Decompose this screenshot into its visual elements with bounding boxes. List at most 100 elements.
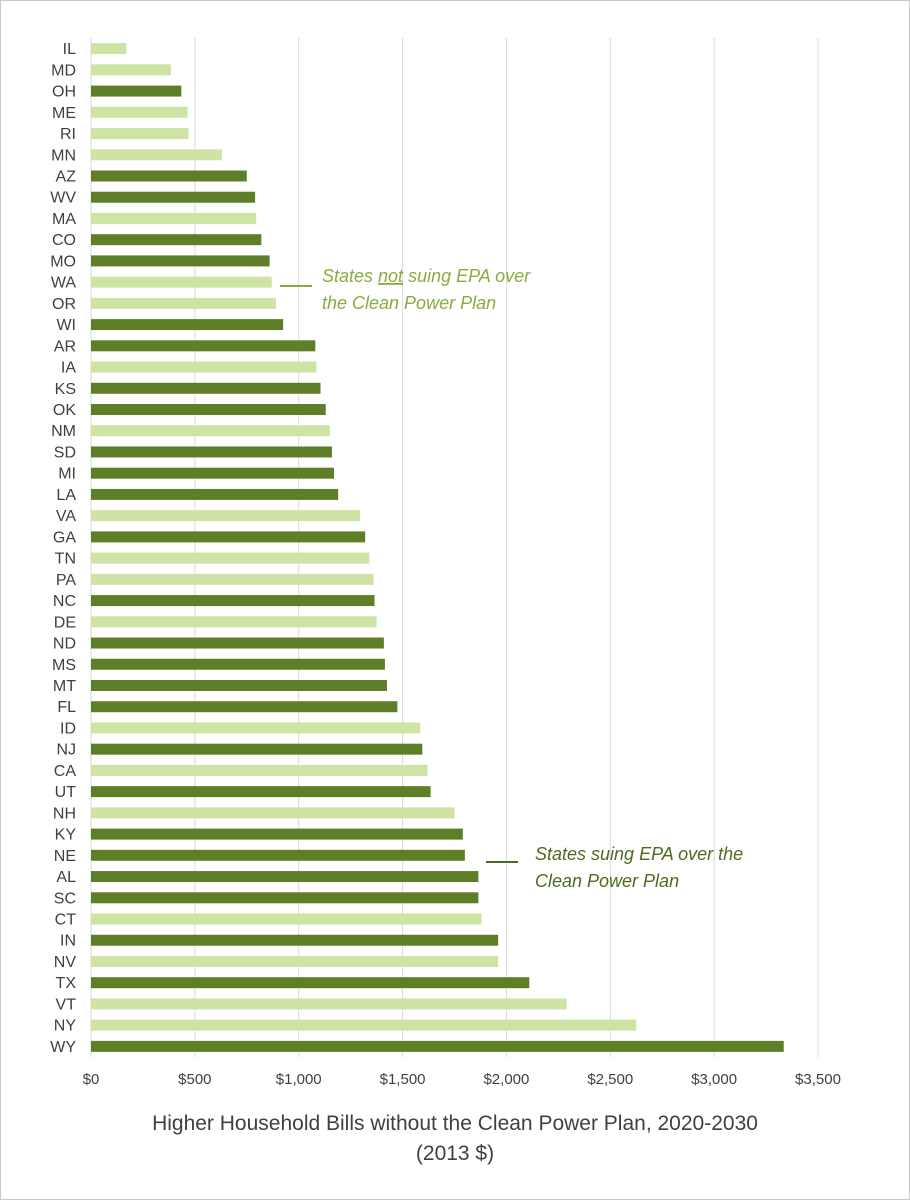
bar-ct	[91, 913, 482, 925]
bar-tx	[91, 977, 530, 989]
x-tick-label: $2,000	[483, 1071, 529, 1088]
category-label: RI	[60, 126, 76, 143]
bar-wv	[91, 191, 256, 203]
bar-ks	[91, 382, 321, 394]
category-label: PA	[56, 572, 76, 589]
x-tick-label: $0	[83, 1071, 100, 1088]
category-label: KY	[55, 827, 77, 844]
bar-mt	[91, 679, 387, 691]
bar-va	[91, 510, 360, 522]
bar-ms	[91, 658, 385, 670]
category-label: SC	[54, 890, 76, 907]
x-tick-label: $1,000	[276, 1071, 322, 1088]
bar-wa	[91, 276, 272, 288]
bar-nm	[91, 425, 330, 437]
category-label: ND	[53, 636, 76, 653]
bar-ca	[91, 764, 428, 776]
category-label: VT	[56, 996, 77, 1013]
legend-label-suing-line1: States suing EPA over the	[535, 844, 743, 864]
bar-mo	[91, 255, 270, 267]
category-label: IL	[63, 41, 76, 58]
category-label: OK	[53, 402, 76, 419]
bar-or	[91, 297, 276, 309]
category-label: WI	[56, 317, 76, 334]
category-label: IA	[61, 360, 76, 377]
category-label: ID	[60, 720, 76, 737]
category-label: CO	[52, 232, 76, 249]
category-label: CT	[55, 912, 77, 929]
legend-label-not-suing-line2: the Clean Power Plan	[322, 293, 496, 313]
bar-nj	[91, 743, 423, 755]
category-label: WY	[50, 1039, 76, 1056]
category-label: DE	[54, 614, 76, 631]
bar-ga	[91, 531, 366, 543]
category-label: SD	[54, 444, 76, 461]
bar-nh	[91, 807, 455, 819]
bar-nc	[91, 595, 375, 607]
category-label: WA	[51, 275, 77, 292]
bar-md	[91, 64, 171, 76]
category-label: NH	[53, 805, 76, 822]
legend-label-not-suing-line1: States not suing EPA over	[322, 266, 531, 286]
bar-fl	[91, 701, 398, 713]
bar-ma	[91, 212, 257, 224]
bar-sd	[91, 446, 332, 458]
bar-il	[91, 43, 127, 55]
chart-title: Higher Household Bills without the Clean…	[152, 1112, 758, 1135]
category-label: MI	[58, 466, 76, 483]
bar-in	[91, 934, 499, 946]
bar-ny	[91, 1019, 637, 1031]
bar-wy	[91, 1040, 784, 1052]
category-label: GA	[53, 529, 76, 546]
bar-az	[91, 170, 247, 182]
x-tick-label: $1,500	[380, 1071, 426, 1088]
bar-vt	[91, 998, 567, 1010]
bar-ri	[91, 128, 189, 140]
bar-tn	[91, 552, 370, 564]
category-label: UT	[55, 784, 77, 801]
bar-co	[91, 234, 262, 246]
category-label: OR	[52, 296, 76, 313]
category-label: TX	[56, 975, 77, 992]
category-label: ME	[52, 105, 76, 122]
category-label: MS	[52, 657, 76, 674]
category-label: NC	[53, 593, 76, 610]
category-label: NV	[54, 954, 77, 971]
bar-me	[91, 106, 188, 118]
bars	[91, 43, 784, 1052]
category-labels: IL MD OH ME RI MN AZ WV MA CO MO WA OR WI AR IA KS OK NM SD…	[50, 41, 76, 1056]
bar-oh	[91, 85, 182, 97]
category-label: MA	[52, 211, 76, 228]
category-label: TN	[55, 551, 76, 568]
x-tick-label: $500	[178, 1071, 211, 1088]
x-tick-label: $3,000	[691, 1071, 737, 1088]
legend-not-suing: States not suing EPA over the Clean Powe…	[280, 266, 531, 313]
category-label: MN	[51, 147, 76, 164]
bar-mi	[91, 467, 335, 479]
category-label: CA	[54, 763, 77, 780]
bar-ok	[91, 404, 326, 416]
category-label: OH	[52, 84, 76, 101]
category-label: NJ	[56, 742, 76, 759]
bar-id	[91, 722, 421, 734]
category-label: FL	[57, 699, 76, 716]
category-label: IN	[60, 933, 76, 950]
bar-ne	[91, 849, 465, 861]
category-label: WV	[50, 190, 76, 207]
x-tick-label: $2,500	[587, 1071, 633, 1088]
category-label: NM	[51, 423, 76, 440]
x-tick-label: $3,500	[795, 1071, 841, 1088]
category-label: AR	[54, 338, 76, 355]
bar-la	[91, 488, 339, 500]
legend-suing: States suing EPA over the Clean Power Pl…	[486, 844, 743, 891]
bar-de	[91, 616, 377, 628]
legend-label-suing-line2: Clean Power Plan	[535, 871, 679, 891]
bar-pa	[91, 573, 374, 585]
gridlines	[90, 38, 819, 1057]
category-label: NY	[54, 1018, 77, 1035]
bar-ar	[91, 340, 316, 352]
bar-ia	[91, 361, 317, 373]
bar-wi	[91, 319, 284, 331]
category-label: MO	[50, 253, 76, 270]
bar-al	[91, 871, 479, 883]
